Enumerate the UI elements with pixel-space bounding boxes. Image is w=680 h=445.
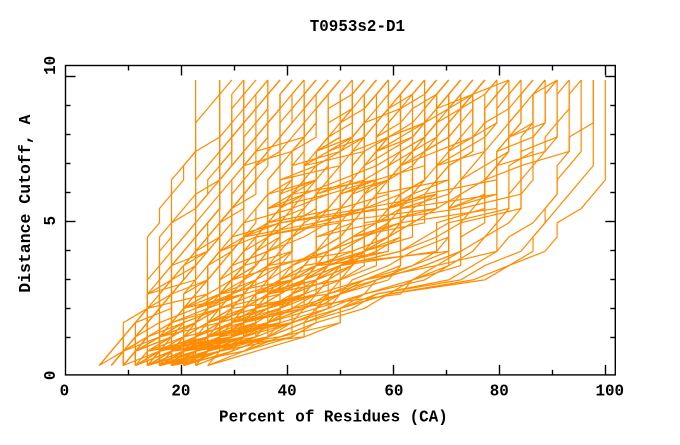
svg-text:0: 0 <box>60 382 70 400</box>
svg-text:T0953s2-D1: T0953s2-D1 <box>310 18 406 36</box>
svg-text:Distance Cutoff, A: Distance Cutoff, A <box>16 114 35 292</box>
svg-text:60: 60 <box>384 382 403 400</box>
svg-text:Percent of Residues (CA): Percent of Residues (CA) <box>219 408 448 426</box>
svg-text:0: 0 <box>42 371 60 381</box>
svg-text:100: 100 <box>595 382 624 400</box>
svg-text:10: 10 <box>42 56 60 75</box>
svg-text:5: 5 <box>42 216 60 226</box>
svg-text:80: 80 <box>490 382 509 400</box>
svg-text:40: 40 <box>278 382 297 400</box>
svg-text:20: 20 <box>171 382 190 400</box>
